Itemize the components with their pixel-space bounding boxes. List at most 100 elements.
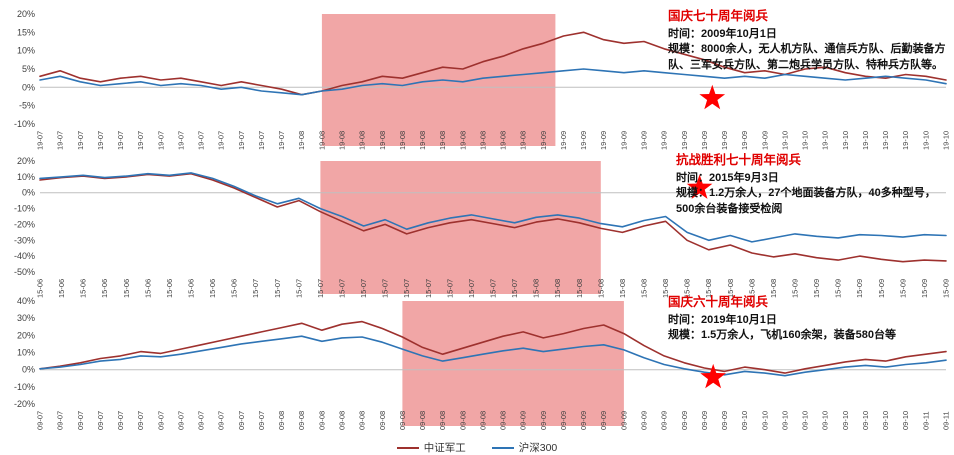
x-axis-tick-label: 09-07	[36, 411, 45, 430]
annotation-time-label: 时间：	[668, 27, 701, 40]
y-axis-tick-label: 20%	[17, 330, 35, 340]
x-axis-tick-label: 15-08	[661, 279, 670, 298]
x-axis-tick-label: 15-09	[920, 279, 929, 298]
y-axis-tick-label: -30%	[14, 235, 35, 245]
x-axis-tick-label: 09-08	[478, 411, 487, 430]
legend-item-csi-military: 中证军工	[396, 440, 466, 455]
x-axis-tick-label: 19-10	[881, 131, 890, 150]
y-axis-tick-label: 10%	[17, 348, 35, 358]
y-axis-tick-label: 0%	[22, 82, 35, 92]
x-axis-tick-label: 19-07	[116, 131, 125, 150]
x-axis-tick-label: 15-06	[122, 279, 131, 298]
y-axis-tick-label: 10%	[17, 46, 35, 56]
x-axis-tick-label: 09-10	[760, 411, 769, 430]
annotation-parade-70th-victory-day: 抗战胜利七十周年阅兵 时间：2015年9月3日 规模：1.2万余人，27个地面装…	[676, 152, 948, 218]
annotation-scale-label: 规模：	[676, 187, 709, 200]
annotation-time-line: 时间：2015年9月3日	[676, 171, 948, 187]
annotation-time-value: 2009年10月1日	[701, 27, 777, 40]
series-line-沪深300	[39, 68, 947, 96]
x-axis-tick-label: 19-10	[921, 131, 930, 150]
x-axis-tick-label: 19-08	[317, 131, 326, 150]
annotation-scale-line: 规模：1.2万余人，27个地面装备方队，40多种型号，500余台装备接受检阅	[676, 186, 948, 217]
legend-line-sample-blue	[491, 446, 514, 449]
x-axis-tick-label: 19-07	[237, 131, 246, 150]
x-axis-tick-label: 19-09	[579, 131, 588, 150]
x-axis-tick-label: 09-11	[942, 411, 951, 430]
x-axis-tick-label: 19-07	[257, 131, 266, 150]
x-axis-tick-label: 09-08	[499, 411, 508, 430]
x-axis-tick-label: 15-09	[942, 279, 951, 298]
chart-row-parade-70th-national-day: 20% 15% 10% 5% 0% -5% -10% 19-07 19-07 19-07 19-07…	[0, 0, 954, 154]
x-axis-tick-label: 19-07	[96, 131, 105, 150]
x-axis-tick-label: 19-07	[277, 131, 286, 150]
x-axis-tick-label: 09-10	[881, 411, 890, 430]
y-axis-tick-label: -40%	[14, 251, 35, 261]
x-axis-tick-label: 09-10	[901, 411, 910, 430]
x-axis-tick-label: 19-09	[559, 131, 568, 150]
y-axis-tick-label: -10%	[14, 204, 35, 214]
x-axis-tick-label: 09-09	[640, 411, 649, 430]
x-axis-tick-label: 15-06	[57, 279, 66, 298]
annotation-scale-label: 规模：	[668, 43, 701, 56]
x-axis-tick-label: 09-07	[156, 411, 165, 430]
y-axis-tick-label: -10%	[14, 119, 35, 129]
x-axis-tick-label: 15-07	[316, 279, 325, 298]
annotation-parade-70th-national-day: 国庆七十周年阅兵 时间：2009年10月1日 规模：8000余人，无人机方队、通…	[668, 8, 952, 74]
legend-label-csi-military: 中证军工	[423, 442, 466, 454]
annotation-title: 国庆七十周年阅兵	[668, 9, 769, 23]
x-axis-tick-label: 15-07	[510, 279, 519, 298]
x-axis-tick-label: 19-10	[942, 131, 951, 150]
x-axis-tick-label: 09-10	[821, 411, 830, 430]
x-axis-tick-label: 19-08	[478, 131, 487, 150]
x-axis-tick-label: 15-06	[230, 279, 239, 298]
x-axis-tick-label: 09-09	[720, 411, 729, 430]
annotation-time-line: 时间：2009年10月1日	[668, 27, 952, 43]
chart-svg-parade-70th-victory-day: 20%10%0%-10%-20%-30%-40%-50%15-06 15-06 15…	[14, 156, 951, 298]
x-axis-tick-label: 15-06	[187, 279, 196, 298]
annotation-scale-line: 规模：1.5万余人，飞机160余架，装备580台等	[668, 328, 952, 344]
x-axis-tick-label: 15-07	[489, 279, 498, 298]
x-axis-tick-label: 15-07	[251, 279, 260, 298]
x-axis-tick-label: 09-09	[680, 411, 689, 430]
y-axis-tick-label: 0%	[22, 365, 35, 375]
x-axis-tick-label: 19-07	[197, 131, 206, 150]
x-axis-tick-label: 19-08	[398, 131, 407, 150]
x-axis-tick-label: 19-07	[176, 131, 185, 150]
y-axis-tick-label: 20%	[17, 9, 35, 19]
x-axis-tick-label: 09-09	[660, 411, 669, 430]
x-axis-tick-label: 09-07	[197, 411, 206, 430]
highlight-band	[402, 301, 624, 426]
x-axis-tick-label: 09-08	[458, 411, 467, 430]
y-axis-tick-label: 20%	[17, 156, 35, 166]
star-marker	[700, 363, 726, 389]
y-axis-tick-label: 10%	[17, 172, 35, 182]
x-axis-tick-label: 09-07	[96, 411, 105, 430]
x-axis-tick-label: 09-08	[317, 411, 326, 430]
x-axis-tick-label: 15-06	[79, 279, 88, 298]
legend-label-csi300: 沪深300	[518, 442, 558, 454]
x-axis-tick-label: 15-09	[812, 279, 821, 298]
annotation-scale-value: 1.2万余人，27个地面装备方队，40多种型号，500余台装备接受检阅	[676, 187, 936, 215]
x-axis-tick-label: 15-08	[575, 279, 584, 298]
x-axis-tick-label: 19-07	[156, 131, 165, 150]
x-axis-tick-label: 19-08	[297, 131, 306, 150]
x-axis-tick-label: 19-08	[358, 131, 367, 150]
x-axis-tick-label: 19-07	[76, 131, 85, 150]
x-axis-tick-label: 19-09	[599, 131, 608, 150]
x-axis-tick-label: 09-08	[378, 411, 387, 430]
x-axis-tick-label: 09-07	[176, 411, 185, 430]
annotation-title: 抗战胜利七十周年阅兵	[676, 153, 802, 167]
x-axis-tick-label: 15-09	[898, 279, 907, 298]
annotation-title: 国庆六十周年阅兵	[668, 295, 769, 309]
x-axis-tick-label: 19-09	[720, 131, 729, 150]
annotation-scale-value: 1.5万余人，飞机160余架，装备580台等	[701, 329, 896, 342]
y-axis-tick-label: 30%	[17, 313, 35, 323]
x-axis-tick-label: 19-09	[640, 131, 649, 150]
x-axis-tick-label: 09-10	[801, 411, 810, 430]
chart-row-parade-70th-victory-day: 20% 10% 0% -10% -20% -30% -40% -50% 15-06 15-06 15…	[0, 154, 954, 300]
y-axis-tick-label: 0%	[22, 188, 35, 198]
annotation-scale-line: 规模：8000余人，无人机方队、通信兵方队、后勤装备方队、三军女兵方队、第二炮兵…	[668, 42, 952, 73]
y-axis-tick-label: -50%	[14, 267, 35, 277]
x-axis-tick-label: 15-07	[338, 279, 347, 298]
